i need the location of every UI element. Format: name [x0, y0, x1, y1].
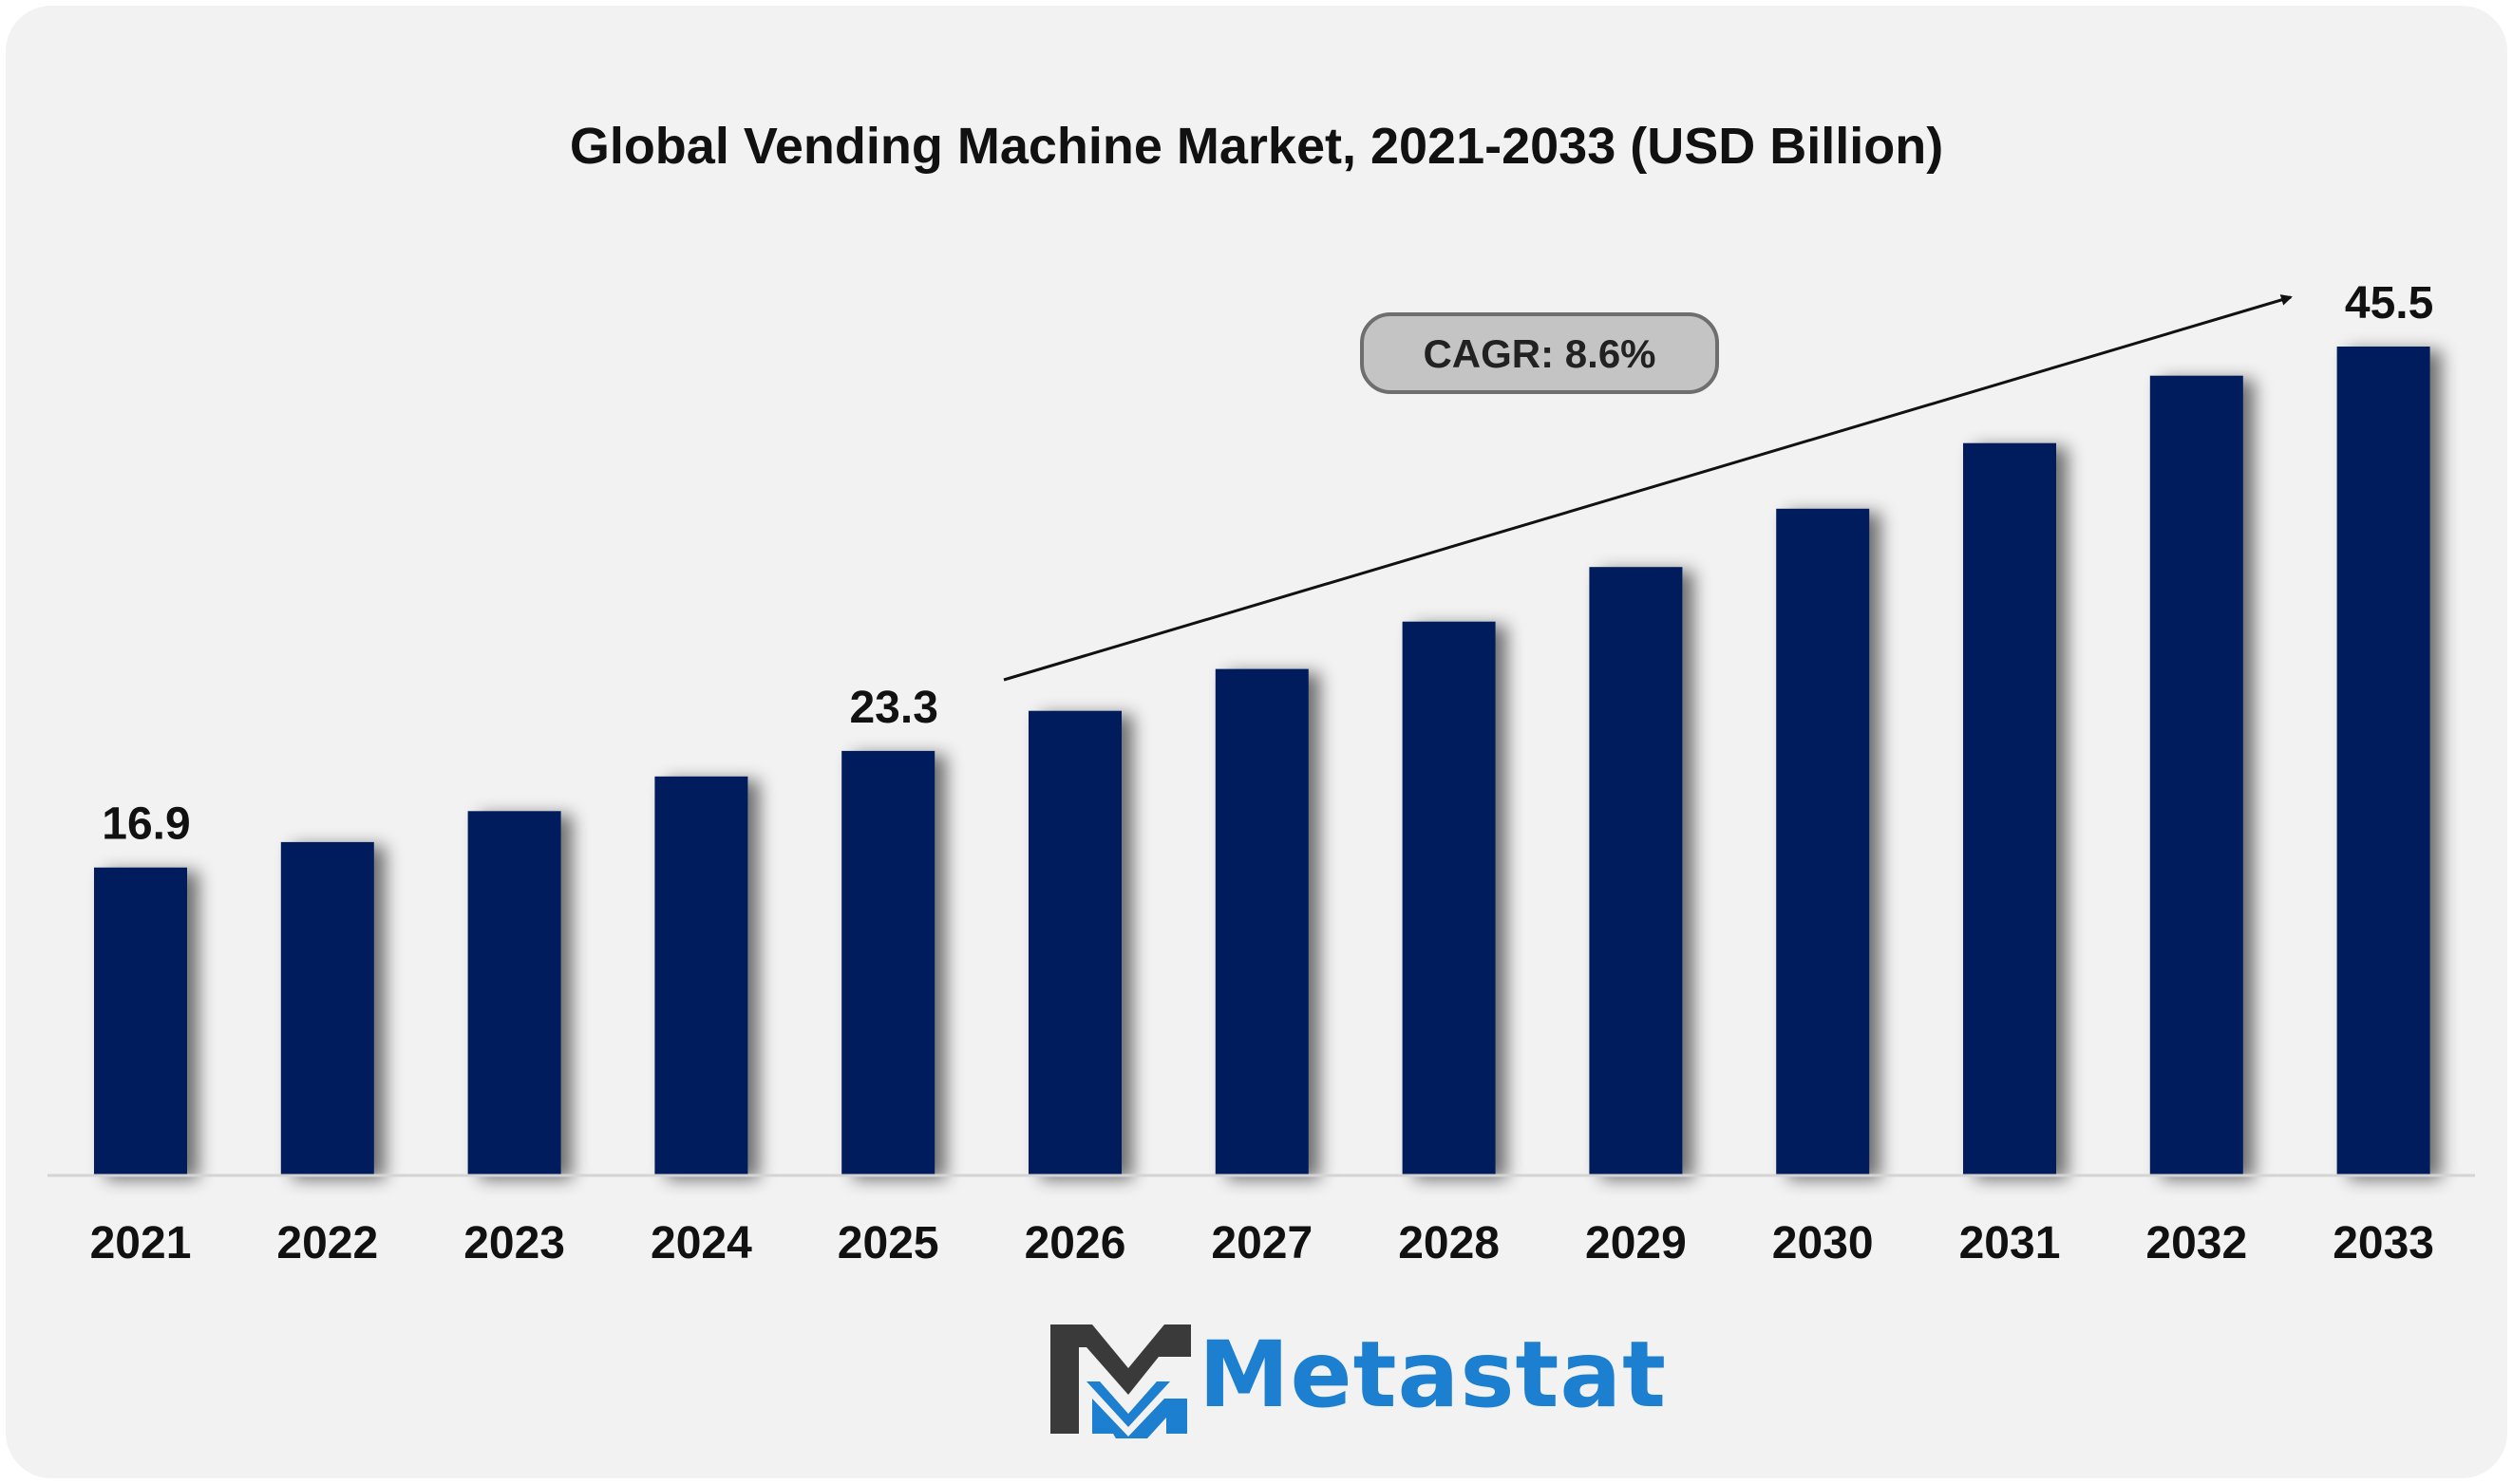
- bar-2021: [94, 867, 187, 1175]
- bars-group: [94, 347, 2430, 1175]
- x-tick-label: 2027: [1211, 1218, 1313, 1268]
- bar-2032: [2149, 375, 2243, 1175]
- bar-2023: [467, 811, 561, 1175]
- x-tick-label: 2030: [1772, 1218, 1874, 1268]
- bar-2022: [280, 841, 374, 1175]
- x-tick-label: 2032: [2145, 1218, 2247, 1268]
- brand-name: Metastat: [1199, 1322, 1668, 1428]
- x-tick-label: 2021: [90, 1218, 192, 1268]
- bar-2028: [1402, 621, 1496, 1175]
- x-tick-label: 2033: [2333, 1218, 2434, 1268]
- chart-title: Global Vending Machine Market, 2021-2033…: [570, 118, 1943, 175]
- cagr-label: CAGR: 8.6%: [1423, 331, 1655, 376]
- bar-2024: [654, 776, 748, 1175]
- metastat-logo-icon: [1050, 1324, 1191, 1438]
- data-labels: 16.9 23.3 45.5: [102, 278, 2433, 850]
- x-tick-label: 2022: [276, 1218, 378, 1268]
- bar-2033: [2336, 347, 2430, 1175]
- bar-2025: [841, 750, 935, 1175]
- data-label-2021: 16.9: [102, 799, 190, 850]
- x-tick-label: 2025: [838, 1218, 939, 1268]
- data-label-2033: 45.5: [2345, 278, 2433, 329]
- x-tick-label: 2028: [1398, 1218, 1500, 1268]
- x-tick-label: 2026: [1025, 1218, 1126, 1268]
- bar-2026: [1029, 710, 1122, 1175]
- data-label-2025: 23.3: [849, 683, 937, 733]
- bar-2031: [1963, 442, 2056, 1175]
- x-tick-label: 2029: [1585, 1218, 1687, 1268]
- x-tick-label: 2023: [463, 1218, 565, 1268]
- x-axis-labels: 2021 2022 2023 2024 2025 2026 2027 2028 2029 2030…: [90, 1218, 2434, 1268]
- bar-2027: [1215, 668, 1309, 1175]
- cagr-badge: CAGR: 8.6%: [1360, 312, 1719, 394]
- x-tick-label: 2024: [651, 1218, 752, 1268]
- x-tick-label: 2031: [1959, 1218, 2061, 1268]
- bar-2030: [1776, 508, 1870, 1175]
- bar-2029: [1589, 567, 1683, 1175]
- growth-arrow: [1003, 294, 2293, 682]
